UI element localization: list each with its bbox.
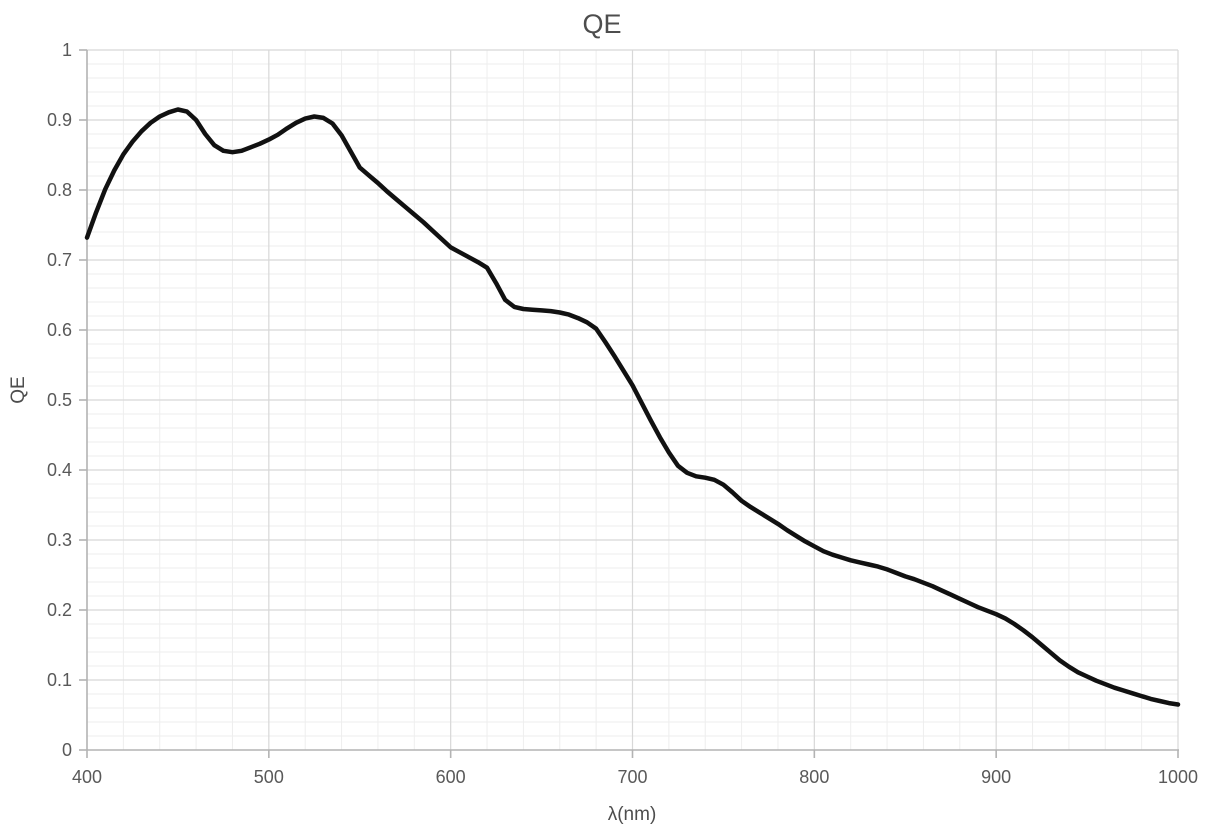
series-line-qe — [84, 107, 1181, 707]
y-axis-title: QE — [8, 376, 29, 403]
x-tick-label: 700 — [617, 767, 647, 787]
chart-title: QE — [582, 9, 621, 39]
tick-layer — [79, 49, 1179, 758]
y-tick-label: 0.2 — [47, 600, 72, 620]
x-axis-title: λ(nm) — [608, 804, 657, 825]
y-tick-label: 0.8 — [47, 180, 72, 200]
y-tick-label: 0.5 — [47, 390, 72, 410]
x-tick-label: 400 — [72, 767, 102, 787]
y-tick-label: 0.1 — [47, 670, 72, 690]
y-tick-label: 0 — [62, 740, 72, 760]
y-tick-label: 0.7 — [47, 250, 72, 270]
x-tick-label: 600 — [436, 767, 466, 787]
grid-major-layer — [87, 49, 1179, 750]
y-tick-label: 0.4 — [47, 460, 72, 480]
y-tick-label: 0.6 — [47, 320, 72, 340]
x-tick-label: 1000 — [1158, 767, 1198, 787]
x-tick-label: 800 — [799, 767, 829, 787]
x-tick-label: 900 — [981, 767, 1011, 787]
y-tick-label: 0.9 — [47, 110, 72, 130]
series-layer — [84, 107, 1181, 707]
y-tick-label: 0.3 — [47, 530, 72, 550]
y-tick-label: 1 — [62, 40, 72, 60]
tick-label-layer: 400 500 600 700 800 900 1000 0 0.1 0.2 0.3 0.4 0.5 0.… — [47, 40, 1198, 787]
x-tick-label: 500 — [254, 767, 284, 787]
